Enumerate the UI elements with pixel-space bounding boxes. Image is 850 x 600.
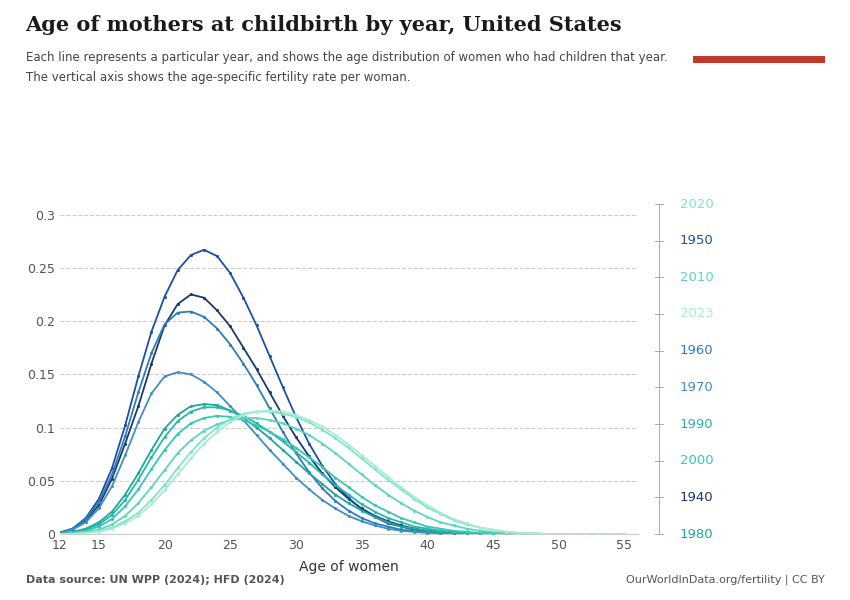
Text: 1950: 1950 — [680, 234, 714, 247]
Text: 2010: 2010 — [680, 271, 714, 284]
Text: Age of mothers at childbirth by year, United States: Age of mothers at childbirth by year, Un… — [26, 15, 622, 35]
Text: OurWorldInData.org/fertility | CC BY: OurWorldInData.org/fertility | CC BY — [626, 575, 824, 585]
Bar — [693, 56, 824, 63]
Text: in Data: in Data — [736, 42, 781, 52]
Text: 1960: 1960 — [680, 344, 714, 357]
Text: Data source: UN WPP (2024); HFD (2024): Data source: UN WPP (2024); HFD (2024) — [26, 575, 284, 585]
Text: 1990: 1990 — [680, 418, 714, 430]
Text: 2023: 2023 — [680, 307, 714, 320]
Text: 1940: 1940 — [680, 491, 714, 504]
Text: Each line represents a particular year, and shows the age distribution of women : Each line represents a particular year, … — [26, 51, 667, 64]
Text: 2020: 2020 — [680, 197, 714, 211]
X-axis label: Age of women: Age of women — [298, 560, 399, 574]
Text: 1970: 1970 — [680, 381, 714, 394]
Text: The vertical axis shows the age-specific fertility rate per woman.: The vertical axis shows the age-specific… — [26, 71, 410, 84]
Text: 2000: 2000 — [680, 454, 714, 467]
Text: 1980: 1980 — [680, 527, 714, 541]
Text: Our World: Our World — [727, 23, 790, 34]
